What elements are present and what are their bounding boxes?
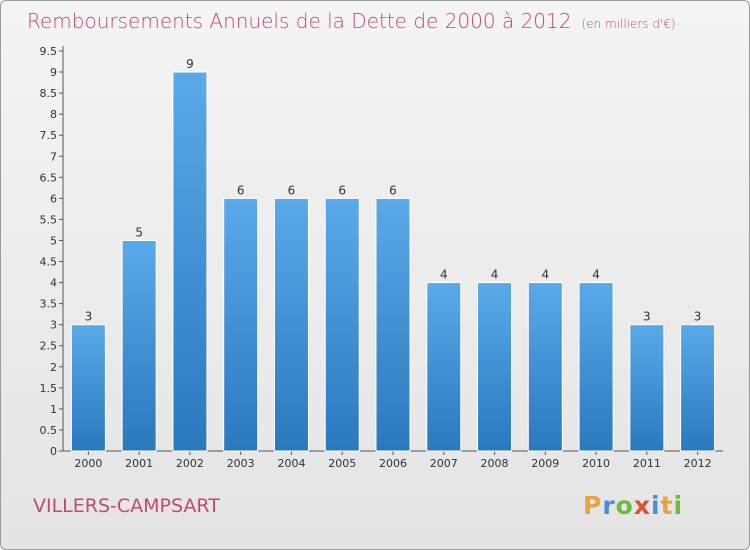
logo-letter: x (633, 491, 651, 520)
y-tick-label: 6.5 (40, 171, 58, 184)
x-tick-label: 2010 (582, 457, 610, 470)
bar-value-label: 3 (643, 310, 651, 324)
x-tick-label: 2004 (277, 457, 305, 470)
bar-value-label: 9 (186, 57, 194, 71)
x-tick-label: 2012 (684, 457, 712, 470)
y-tick-label: 4 (50, 277, 57, 290)
x-tick-label: 2009 (531, 457, 559, 470)
x-tick-label: 2007 (430, 457, 458, 470)
logo-letter: r (602, 491, 616, 520)
proxiti-logo: Proxiti (583, 491, 683, 520)
y-tick-label: 0.5 (40, 424, 58, 437)
bar (324, 197, 360, 452)
y-tick-label: 7 (50, 150, 57, 163)
logo-letter: P (583, 491, 603, 520)
bar-value-label: 4 (491, 268, 499, 282)
bar-value-label: 3 (85, 310, 93, 324)
title-text: Remboursements Annuels de la Dette de 20… (27, 9, 572, 33)
y-tick-label: 8.5 (40, 87, 58, 100)
y-tick-label: 2.5 (40, 340, 58, 353)
bar-value-label: 5 (135, 225, 143, 239)
y-tick-label: 8 (50, 108, 57, 121)
logo-letter: i (651, 491, 661, 520)
logo-letter: i (673, 491, 684, 520)
x-tick-label: 2001 (125, 457, 153, 470)
logo-letter: t (660, 491, 674, 520)
y-tick-label: 2 (50, 361, 57, 374)
bar (680, 324, 716, 452)
y-tick-label: 6 (50, 192, 57, 205)
bar-value-label: 3 (694, 310, 702, 324)
bars (70, 71, 716, 452)
y-tick-label: 7.5 (40, 129, 58, 142)
bar-value-label: 4 (541, 268, 549, 282)
bar-value-label: 6 (237, 183, 245, 197)
x-tick-label: 2000 (74, 457, 102, 470)
logo-letter: o (615, 491, 634, 520)
y-tick-label: 0 (50, 445, 57, 458)
bar (223, 197, 259, 452)
y-tick-label: 9 (50, 66, 57, 79)
commune-name: VILLERS-CAMPSART (33, 495, 220, 517)
y-tick-label: 3.5 (40, 298, 58, 311)
x-tick-label: 2002 (176, 457, 204, 470)
bar-value-label: 6 (338, 183, 346, 197)
bar (477, 282, 513, 452)
chart-title: Remboursements Annuels de la Dette de 20… (27, 9, 676, 33)
bar (121, 239, 157, 452)
y-tick-label: 5 (50, 234, 57, 247)
axes: 0 0.5 1 1.5 2 2.5 3 3.5 4 4.5 5 5.5 6 6.5 7 7.5 8 8.5 9 9.5 (40, 45, 723, 458)
bar (426, 282, 462, 452)
bar (172, 71, 208, 452)
bar-value-label: 6 (288, 183, 296, 197)
bar-value-label: 6 (389, 183, 397, 197)
bar (527, 282, 563, 452)
bar (273, 197, 309, 452)
bar-value-label: 4 (440, 268, 448, 282)
chart-subtitle: (en milliers d'€) (581, 17, 676, 31)
x-tick-label: 2003 (227, 457, 255, 470)
x-tick-label: 2011 (633, 457, 661, 470)
bar (629, 324, 665, 452)
y-tick-label: 1.5 (40, 382, 58, 395)
bar-value-label: 4 (592, 268, 600, 282)
y-tick-label: 3 (50, 319, 57, 332)
y-tick-label: 5.5 (40, 213, 58, 226)
labels: 3 2000 5 2001 9 2002 6 2003 6 2004 6 2005 6 2006 4 2007… (74, 57, 711, 470)
x-tick-label: 2005 (328, 457, 356, 470)
x-tick-label: 2008 (481, 457, 509, 470)
x-tick-label: 2006 (379, 457, 407, 470)
bar (375, 197, 411, 452)
y-tick-label: 9.5 (40, 45, 58, 58)
bar (70, 324, 106, 452)
bar (578, 282, 614, 452)
y-tick-label: 1 (50, 403, 57, 416)
y-tick-label: 4.5 (40, 256, 58, 269)
